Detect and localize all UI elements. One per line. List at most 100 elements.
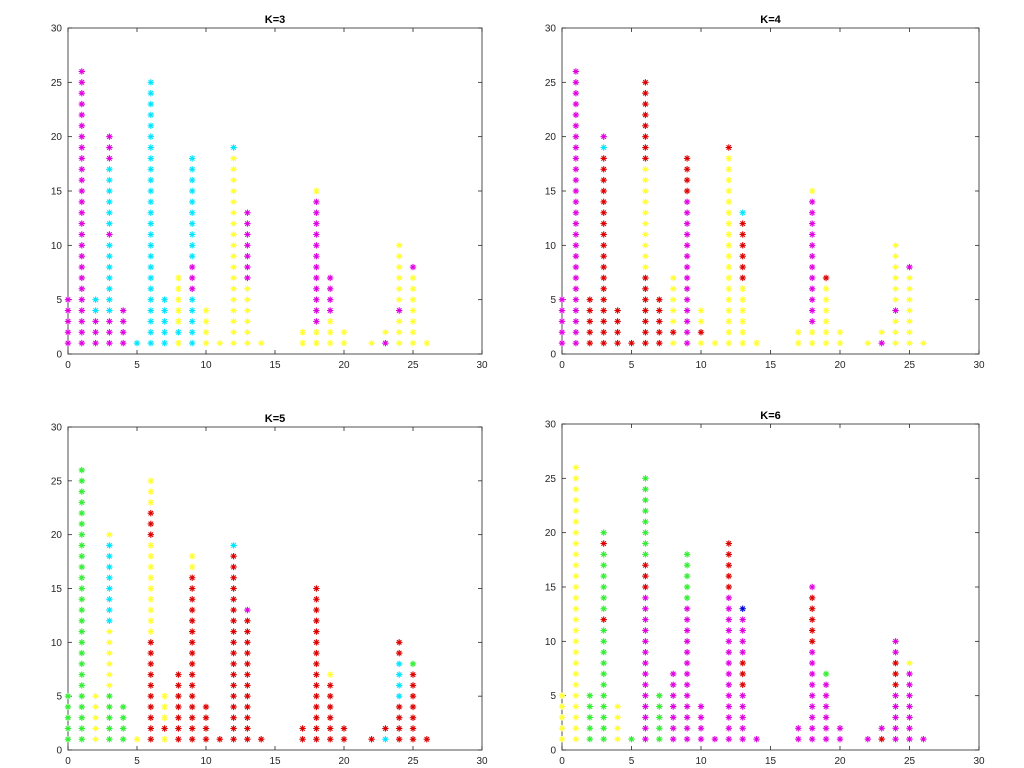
data-point xyxy=(739,307,746,314)
data-point xyxy=(600,285,607,292)
y-tick-label: 30 xyxy=(545,420,557,431)
data-point xyxy=(230,296,237,303)
data-point xyxy=(313,596,320,603)
data-point xyxy=(230,649,237,657)
data-point xyxy=(409,660,417,668)
data-point xyxy=(683,616,691,623)
data-point xyxy=(572,79,580,86)
data-point xyxy=(313,585,320,592)
data-point xyxy=(106,574,113,581)
data-point xyxy=(878,725,885,732)
data-point xyxy=(147,231,154,238)
x-tick-label: 10 xyxy=(200,360,212,371)
data-point xyxy=(572,496,580,504)
data-point xyxy=(628,735,635,743)
data-point xyxy=(572,725,580,732)
data-point xyxy=(78,509,85,517)
data-point xyxy=(230,736,237,743)
data-point xyxy=(697,329,705,336)
data-point xyxy=(147,329,154,336)
data-point xyxy=(809,627,816,634)
data-point xyxy=(572,122,580,129)
data-point xyxy=(725,670,732,678)
data-point xyxy=(809,220,816,227)
data-point xyxy=(423,339,430,347)
data-point xyxy=(78,242,85,249)
x-tick-label: 5 xyxy=(629,360,635,371)
data-point xyxy=(78,736,85,743)
data-point xyxy=(739,681,746,688)
data-point xyxy=(313,187,320,195)
data-point xyxy=(147,253,154,260)
data-point xyxy=(396,671,403,678)
data-point xyxy=(600,176,607,184)
data-point xyxy=(106,531,113,538)
data-point xyxy=(809,187,816,195)
data-point xyxy=(725,562,732,569)
data-point xyxy=(299,339,306,347)
data-point xyxy=(600,198,607,206)
data-point xyxy=(327,703,334,711)
data-point xyxy=(106,714,113,721)
data-point xyxy=(739,638,746,645)
data-point xyxy=(683,692,691,699)
data-point xyxy=(396,285,403,292)
data-point xyxy=(313,639,320,646)
data-point xyxy=(396,307,403,314)
data-point xyxy=(230,274,237,282)
data-points xyxy=(558,464,927,743)
data-point xyxy=(642,486,649,493)
data-point xyxy=(725,681,732,688)
data-point xyxy=(600,562,607,569)
data-point xyxy=(147,144,154,151)
data-point xyxy=(600,253,607,260)
data-point xyxy=(78,596,85,603)
data-point xyxy=(600,703,607,710)
data-point xyxy=(78,285,85,292)
data-point xyxy=(106,649,113,657)
data-point xyxy=(892,670,899,678)
data-point xyxy=(230,660,237,668)
data-point xyxy=(78,68,85,75)
data-point xyxy=(642,285,649,292)
data-point xyxy=(683,307,691,314)
data-point xyxy=(711,735,719,743)
data-point xyxy=(906,307,913,314)
data-point xyxy=(230,176,237,184)
data-point xyxy=(230,628,237,635)
axes-box xyxy=(67,27,483,355)
data-point xyxy=(892,253,899,260)
data-point xyxy=(572,285,580,292)
data-point xyxy=(147,285,154,292)
data-point xyxy=(572,638,580,645)
data-point xyxy=(230,563,237,571)
data-point xyxy=(670,318,677,325)
data-point xyxy=(78,617,85,624)
data-point xyxy=(739,616,746,623)
data-point xyxy=(600,594,607,602)
data-point xyxy=(642,649,649,656)
data-point xyxy=(230,198,237,206)
data-point xyxy=(133,339,141,347)
data-point xyxy=(572,166,580,173)
data-point xyxy=(64,296,72,303)
data-point xyxy=(809,725,816,732)
data-point xyxy=(396,274,403,282)
data-point xyxy=(697,318,705,325)
data-point xyxy=(739,263,746,271)
data-point xyxy=(106,307,113,314)
data-point xyxy=(409,318,417,325)
data-point xyxy=(175,307,182,314)
data-point xyxy=(78,703,85,711)
data-point xyxy=(739,670,746,678)
data-point xyxy=(78,318,85,325)
data-point xyxy=(642,572,649,580)
data-point xyxy=(906,681,913,688)
data-point xyxy=(586,692,593,699)
data-point xyxy=(739,253,746,260)
data-point xyxy=(244,682,251,689)
data-point xyxy=(572,253,580,260)
data-point xyxy=(642,616,649,623)
data-point xyxy=(822,714,830,721)
data-point xyxy=(586,714,593,721)
